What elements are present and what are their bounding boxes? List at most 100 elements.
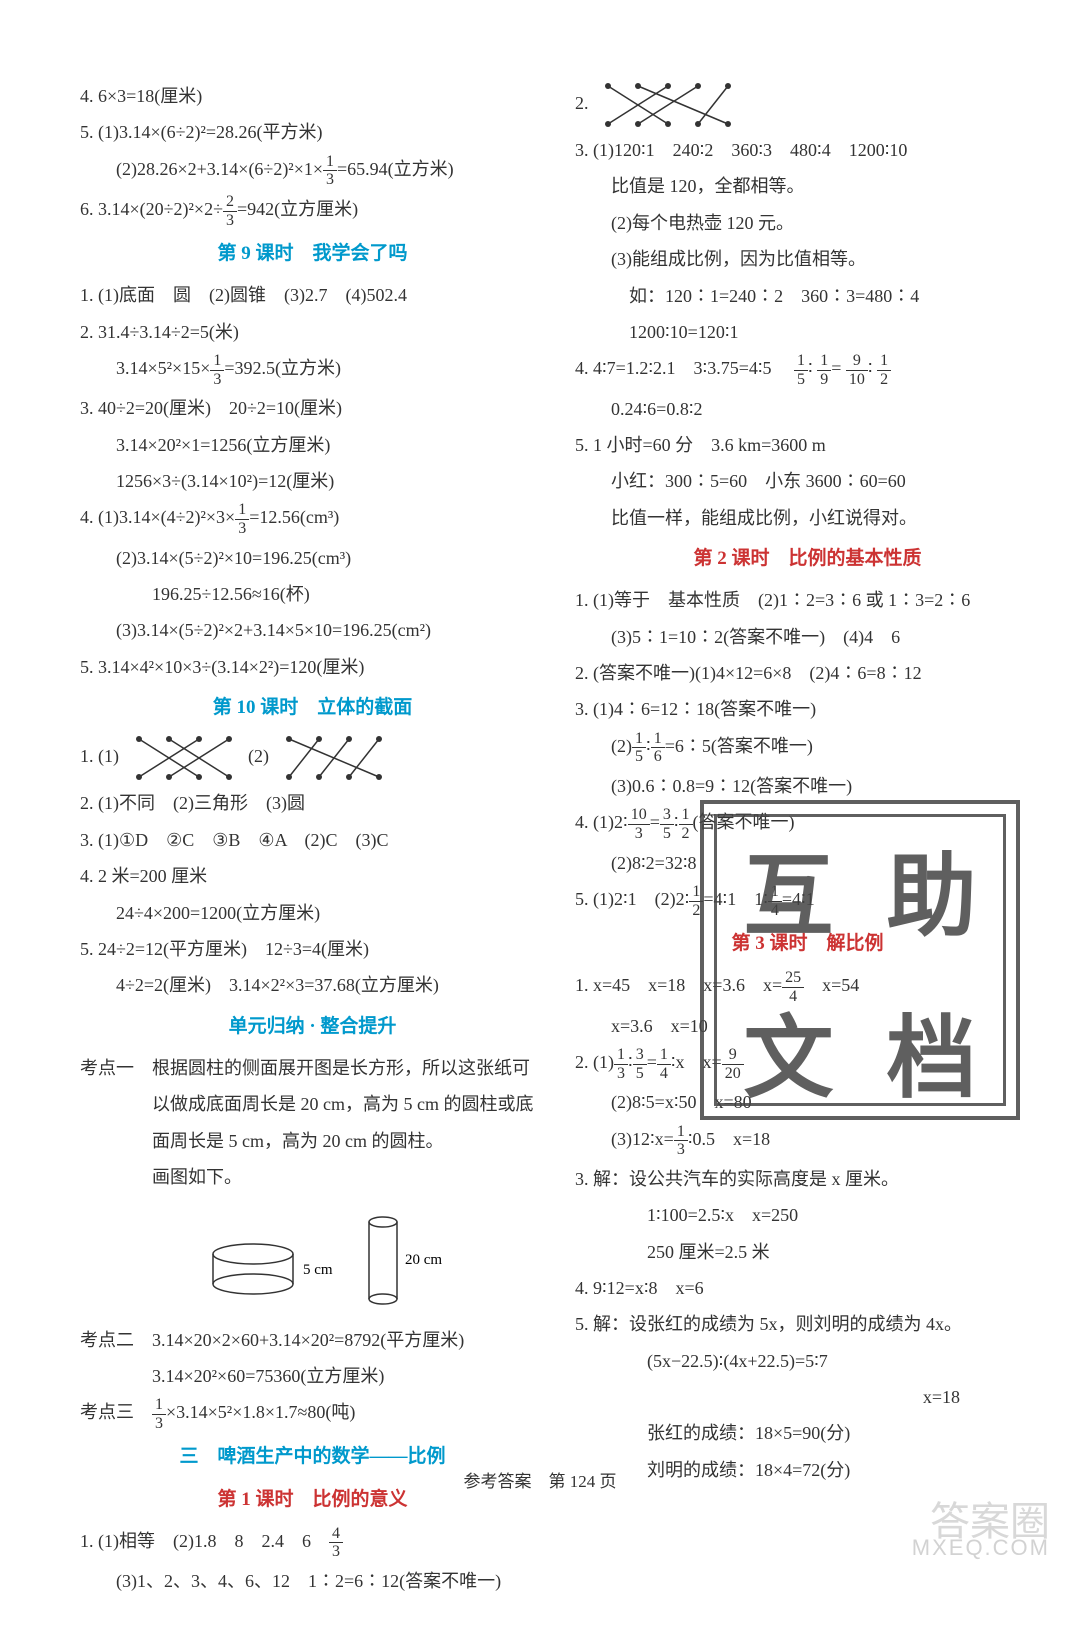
- matching-diagram: [593, 80, 743, 130]
- text-line: 2. (1)13∶35=14∶x x=920: [575, 1046, 1040, 1082]
- text-line: 2. (答案不唯一)(1)4×12=6×8 (2)4∶6=8∶12: [575, 657, 1040, 689]
- text-line: 1. (1) (2): [80, 733, 545, 783]
- text-line: 4. 6×3=18(厘米): [80, 80, 545, 112]
- fraction: 13: [614, 1046, 628, 1082]
- text-line: (2)8∶5=x∶50 x=80: [575, 1086, 1040, 1118]
- fraction: 43: [329, 1525, 343, 1561]
- text-line: 小红：300∶5=60 小东 3600∶60=60: [575, 465, 1040, 497]
- fraction: 23: [223, 193, 237, 229]
- label: 20 cm: [405, 1252, 442, 1268]
- text-line: (2)28.26×2+3.14×(6÷2)²×1×13=65.94(立方米): [80, 153, 545, 189]
- fraction: 13: [210, 352, 224, 388]
- text-line: 3. 解：设公共汽车的实际高度是 x 厘米。: [575, 1163, 1040, 1195]
- text-line: (3)12∶x=13∶0.5 x=18: [575, 1123, 1040, 1159]
- text-line: 4. 9∶12=x∶8 x=6: [575, 1272, 1040, 1304]
- fraction: 15: [632, 730, 646, 766]
- fraction: 920: [722, 1046, 744, 1082]
- text-line: (2)8∶2=32∶8: [575, 847, 1040, 879]
- page-footer: 参考答案 第 124 页: [0, 1467, 1080, 1498]
- text-line: (3)0.6∶0.8=9∶12(答案不唯一): [575, 770, 1040, 802]
- text-line: 3.14×20²×60=75360(立方厘米): [80, 1360, 545, 1392]
- text-line: 画图如下。: [80, 1161, 545, 1193]
- t: 4. (1)3.14×(4÷2)²×3×: [80, 508, 235, 528]
- text-line: 3. 40÷2=20(厘米) 20÷2=10(厘米): [80, 392, 545, 424]
- right-column: 2. 3. (1)120∶1 240∶2 360∶3 480∶4 1200∶10…: [575, 80, 1040, 1601]
- text-line: 5. 解：设张红的成绩为 5x，则刘明的成绩为 4x。: [575, 1308, 1040, 1340]
- text-line: 以做成底面周长是 20 cm，高为 5 cm 的圆柱或底: [80, 1088, 545, 1120]
- text-line: 3.14×5²×15×13=392.5(立方米): [80, 352, 545, 388]
- text-line: 1. (1)底面 圆 (2)圆锥 (3)2.7 (4)502.4: [80, 279, 545, 311]
- t: 考点三: [80, 1403, 152, 1423]
- fraction: 14: [768, 883, 782, 919]
- text-line: (3)能组成比例，因为比值相等。: [575, 243, 1040, 275]
- fraction: 14: [657, 1046, 671, 1082]
- text-line: 比值一样，能组成比例，小红说得对。: [575, 502, 1040, 534]
- t: 1. (1): [80, 747, 119, 767]
- fraction: 35: [633, 1046, 647, 1082]
- section-heading: 第 10 课时 立体的截面: [80, 691, 545, 725]
- text-line: 4. (1)3.14×(4÷2)²×3×13=12.56(cm³): [80, 501, 545, 537]
- t: =942(立方厘米): [237, 199, 358, 219]
- text-line: 1200∶10=120∶1: [575, 316, 1040, 348]
- text-line: 250 厘米=2.5 米: [575, 1236, 1040, 1268]
- left-column: 4. 6×3=18(厘米) 5. (1)3.14×(6÷2)²=28.26(平方…: [80, 80, 545, 1601]
- t: =392.5(立方米): [224, 358, 341, 378]
- text-line: 1∶100=2.5∶x x=250: [575, 1199, 1040, 1231]
- t: 6. 3.14×(20÷2)²×2÷: [80, 199, 223, 219]
- fraction: 19: [817, 352, 831, 388]
- t: 1. (1)相等 (2)1.8 8 2.4 6: [80, 1531, 329, 1551]
- text-line: 3. (1)①D ②C ③B ④A (2)C (3)C: [80, 824, 545, 856]
- text-line: 4. 4∶7=1.2∶2.1 3∶3.75=4∶5 15∶ 19= 910∶ 1…: [575, 352, 1040, 388]
- text-line: 5. (1)2∶1 (2)2∶12=4∶1 1∶14=4∶1: [575, 883, 1040, 919]
- text-line: 考点一 根据圆柱的侧面展开图是长方形，所以这张纸可: [80, 1052, 545, 1084]
- text-line: 张红的成绩：18×5=90(分): [575, 1417, 1040, 1449]
- text-line: 2. (1)不同 (2)三角形 (3)圆: [80, 787, 545, 819]
- text-line: 4. (1)2∶103=35∶12(答案不唯一): [575, 806, 1040, 842]
- text-line: 5. 3.14×4²×10×3÷(3.14×2²)=120(厘米): [80, 651, 545, 683]
- text-line: 196.25÷12.56≈16(杯): [80, 578, 545, 610]
- text-line: 3.14×20²×1=1256(立方厘米): [80, 429, 545, 461]
- fraction: 13: [323, 153, 337, 189]
- text-line: 1256×3÷(3.14×10²)=12(厘米): [80, 465, 545, 497]
- fraction: 13: [674, 1123, 688, 1159]
- section-heading: 第 3 课时 解比例: [575, 927, 1040, 961]
- text-line: (5x−22.5)∶(4x+22.5)=5∶7: [575, 1345, 1040, 1377]
- text-line: (3)1、2、3、4、6、12 1∶2=6∶12(答案不唯一): [80, 1565, 545, 1597]
- text-line: 1. (1)相等 (2)1.8 8 2.4 6 43: [80, 1525, 545, 1561]
- fraction: 13: [152, 1396, 166, 1432]
- fraction: 254: [782, 969, 804, 1005]
- matching-diagram: [274, 733, 394, 783]
- text-line: 5. 1 小时=60 分 3.6 km=3600 m: [575, 429, 1040, 461]
- text-line: (2)15∶16=6∶5(答案不唯一): [575, 730, 1040, 766]
- text-line: 5. 24÷2=12(平方厘米) 12÷3=4(厘米): [80, 933, 545, 965]
- label: 5 cm: [303, 1262, 333, 1278]
- fraction: 12: [689, 883, 703, 919]
- text-line: 6. 3.14×(20÷2)²×2÷23=942(立方厘米): [80, 193, 545, 229]
- t: 4. 4∶7=1.2∶2.1 3∶3.75=4∶5: [575, 359, 790, 379]
- text-line: (2)3.14×(5÷2)²×10=196.25(cm³): [80, 542, 545, 574]
- fraction: 12: [877, 352, 891, 388]
- text-line: 考点二 3.14×20×2×60+3.14×20²=8792(平方厘米): [80, 1324, 545, 1356]
- text-line: 考点三 13×3.14×5²×1.8×1.7≈80(吨): [80, 1396, 545, 1432]
- text-line: 1. (1)等于 基本性质 (2)1∶2=3∶6 或 1∶3=2∶6: [575, 584, 1040, 616]
- fraction: 15: [794, 352, 808, 388]
- text-line: 4. 2 米=200 厘米: [80, 860, 545, 892]
- t: ×3.14×5²×1.8×1.7≈80(吨): [166, 1403, 355, 1423]
- text-line: 0.24∶6=0.8∶2: [575, 393, 1040, 425]
- text-line: 比值是 120，全都相等。: [575, 170, 1040, 202]
- text-line: (2)每个电热壶 120 元。: [575, 207, 1040, 239]
- text-line: (3)5∶1=10∶2(答案不唯一) (4)4 6: [575, 621, 1040, 653]
- text-line: x=18: [575, 1381, 1040, 1413]
- text-line: 4÷2=2(厘米) 3.14×2²×3=37.68(立方厘米): [80, 969, 545, 1001]
- matching-diagram: [124, 733, 244, 783]
- fraction: 910: [846, 352, 868, 388]
- t: (2)28.26×2+3.14×(6÷2)²×1×: [116, 159, 323, 179]
- cylinder-figure: 5 cm 20 cm: [80, 1204, 545, 1314]
- text-line: x=3.6 x=10: [575, 1010, 1040, 1042]
- watermark-text: 答案圈: [930, 1486, 1050, 1558]
- t: (2): [248, 747, 269, 767]
- text-line: 2.: [575, 80, 1040, 130]
- section-heading: 单元归纳 · 整合提升: [80, 1010, 545, 1044]
- text-line: 2. 31.4÷3.14÷2=5(米): [80, 316, 545, 348]
- fraction: 35: [660, 806, 674, 842]
